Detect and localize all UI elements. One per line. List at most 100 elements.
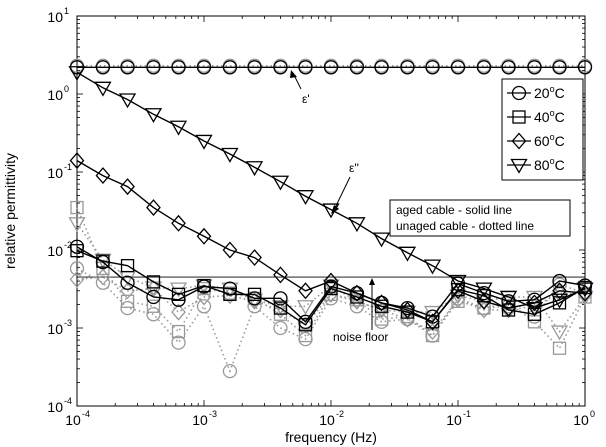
data-point — [576, 282, 594, 298]
series-line — [76, 71, 586, 309]
data-point — [449, 274, 467, 290]
data-point — [425, 328, 440, 343]
x-tick-label: 10 — [446, 412, 462, 428]
legend-entry-20: 20oC — [507, 84, 565, 101]
data-point — [527, 60, 542, 75]
data-point — [196, 60, 212, 75]
data-point — [296, 300, 315, 316]
data-point — [348, 217, 366, 233]
data-point — [323, 60, 339, 75]
legend-marker — [511, 132, 527, 150]
legend-marker — [510, 158, 528, 174]
data-point — [323, 272, 339, 290]
data-point — [69, 270, 85, 288]
y-tick-exponent: -4 — [64, 396, 72, 406]
data-point — [146, 307, 161, 322]
data-point — [96, 254, 110, 268]
data-point — [196, 227, 212, 245]
data-point — [527, 294, 542, 312]
eps-prime-label: ε' — [302, 92, 310, 106]
data-point — [298, 282, 313, 300]
y-tick-exponent: 0 — [64, 84, 69, 94]
x-tick-exponent: -4 — [82, 409, 90, 419]
note-line-unaged: unaged cable - dotted line — [396, 219, 534, 233]
data-point — [70, 200, 84, 215]
eps-double-prime-arrow — [333, 176, 351, 211]
data-point — [349, 284, 365, 302]
data-point — [476, 60, 492, 75]
tick-labels: 10 -410 -310 -210 -110 010 110 -4 10 -3 10 -2 10 -1 10… — [47, 6, 595, 428]
legend-label: 80oC — [534, 156, 565, 173]
x-tick-exponent: 0 — [590, 409, 595, 419]
data-point — [120, 294, 135, 308]
data-point — [197, 278, 211, 293]
axis-frame — [76, 15, 586, 407]
data-point — [70, 244, 84, 258]
data-series — [68, 58, 594, 379]
annotations: ε' ε'' noise floor — [302, 92, 388, 344]
data-point — [425, 60, 440, 75]
x-tick-label: 10 — [192, 412, 208, 428]
data-point — [120, 178, 135, 196]
data-point — [271, 300, 290, 316]
data-point — [146, 199, 161, 217]
data-point — [372, 232, 391, 248]
data-point — [273, 320, 288, 336]
data-point — [525, 301, 544, 317]
series-line — [76, 267, 586, 374]
data-point — [476, 292, 492, 310]
data-point — [475, 282, 493, 298]
x-tick-exponent: -1 — [463, 409, 471, 419]
data-point — [400, 301, 415, 319]
x-tick-exponent: -3 — [209, 409, 217, 419]
data-point — [273, 60, 288, 75]
legend-entry-80: 80oC — [507, 156, 565, 174]
data-point — [120, 259, 135, 273]
data-point — [195, 134, 213, 150]
data-point — [271, 175, 290, 191]
data-point — [324, 281, 338, 296]
data-point — [348, 295, 366, 311]
data-point — [196, 288, 212, 306]
data-point — [120, 60, 135, 75]
data-point — [146, 299, 161, 313]
data-point — [372, 303, 391, 319]
data-point — [68, 217, 86, 233]
data-point — [222, 363, 238, 379]
x-tick-label: 10 — [65, 412, 81, 428]
data-point — [298, 328, 313, 343]
data-point — [552, 282, 567, 300]
data-point — [525, 290, 544, 306]
legend-entry-60: 60oC — [507, 132, 565, 150]
data-point — [298, 318, 313, 332]
legend-label: 60oC — [534, 132, 565, 149]
series-aged-eps_double_prime-20 — [69, 239, 593, 329]
data-point — [95, 60, 111, 75]
data-point — [171, 214, 186, 232]
data-point — [450, 60, 466, 75]
data-point — [171, 60, 186, 75]
data-point — [425, 323, 440, 341]
data-point — [169, 282, 188, 298]
data-point — [374, 294, 389, 312]
data-point — [171, 324, 186, 339]
y-tick-label: 10 — [47, 399, 63, 415]
legend-entry-40: 40oC — [507, 108, 565, 125]
data-point — [196, 299, 212, 314]
data-point — [273, 291, 288, 306]
eps-double-prime-label: ε'' — [349, 161, 359, 175]
legend-marker — [511, 85, 527, 101]
data-point — [68, 66, 86, 82]
noise-floor-label: noise floor — [333, 330, 388, 344]
x-tick-label: 10 — [573, 412, 589, 428]
legend: 20oC 40oC 60oC 80oC — [501, 78, 584, 181]
data-point — [296, 190, 315, 205]
data-point — [501, 60, 516, 75]
data-point — [247, 287, 262, 302]
data-point — [95, 275, 111, 290]
y-tick-label: 10 — [47, 9, 63, 25]
data-point — [146, 275, 161, 289]
data-point — [94, 81, 112, 97]
y-tick-label: 10 — [47, 165, 63, 181]
data-point — [273, 266, 288, 284]
